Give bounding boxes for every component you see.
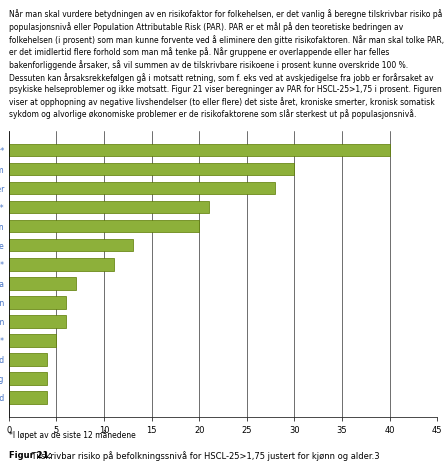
Bar [9, 182, 275, 194]
Text: Tilskrivbar risiko på befolkningssnivå for HSCL-25>1,75 justert for kjønn og ald: Tilskrivbar risiko på befolkningssnivå f… [29, 451, 380, 461]
Bar [9, 277, 75, 290]
Bar [9, 239, 132, 251]
Text: Figur 21:: Figur 21: [9, 451, 52, 460]
Bar [9, 163, 294, 175]
Bar [9, 296, 66, 309]
Bar [9, 353, 47, 366]
Bar [9, 220, 199, 232]
Bar [9, 258, 114, 271]
Bar [9, 201, 209, 213]
Bar [9, 372, 47, 385]
Bar [9, 144, 389, 156]
Bar [9, 391, 47, 404]
Bar [9, 334, 57, 347]
Text: Når man skal vurdere betydningen av en risikofaktor for folkehelsen, er det vanl: Når man skal vurdere betydningen av en r… [9, 10, 444, 119]
Text: *I løpet av de siste 12 månedene: *I løpet av de siste 12 månedene [9, 430, 136, 440]
Bar [9, 315, 66, 328]
